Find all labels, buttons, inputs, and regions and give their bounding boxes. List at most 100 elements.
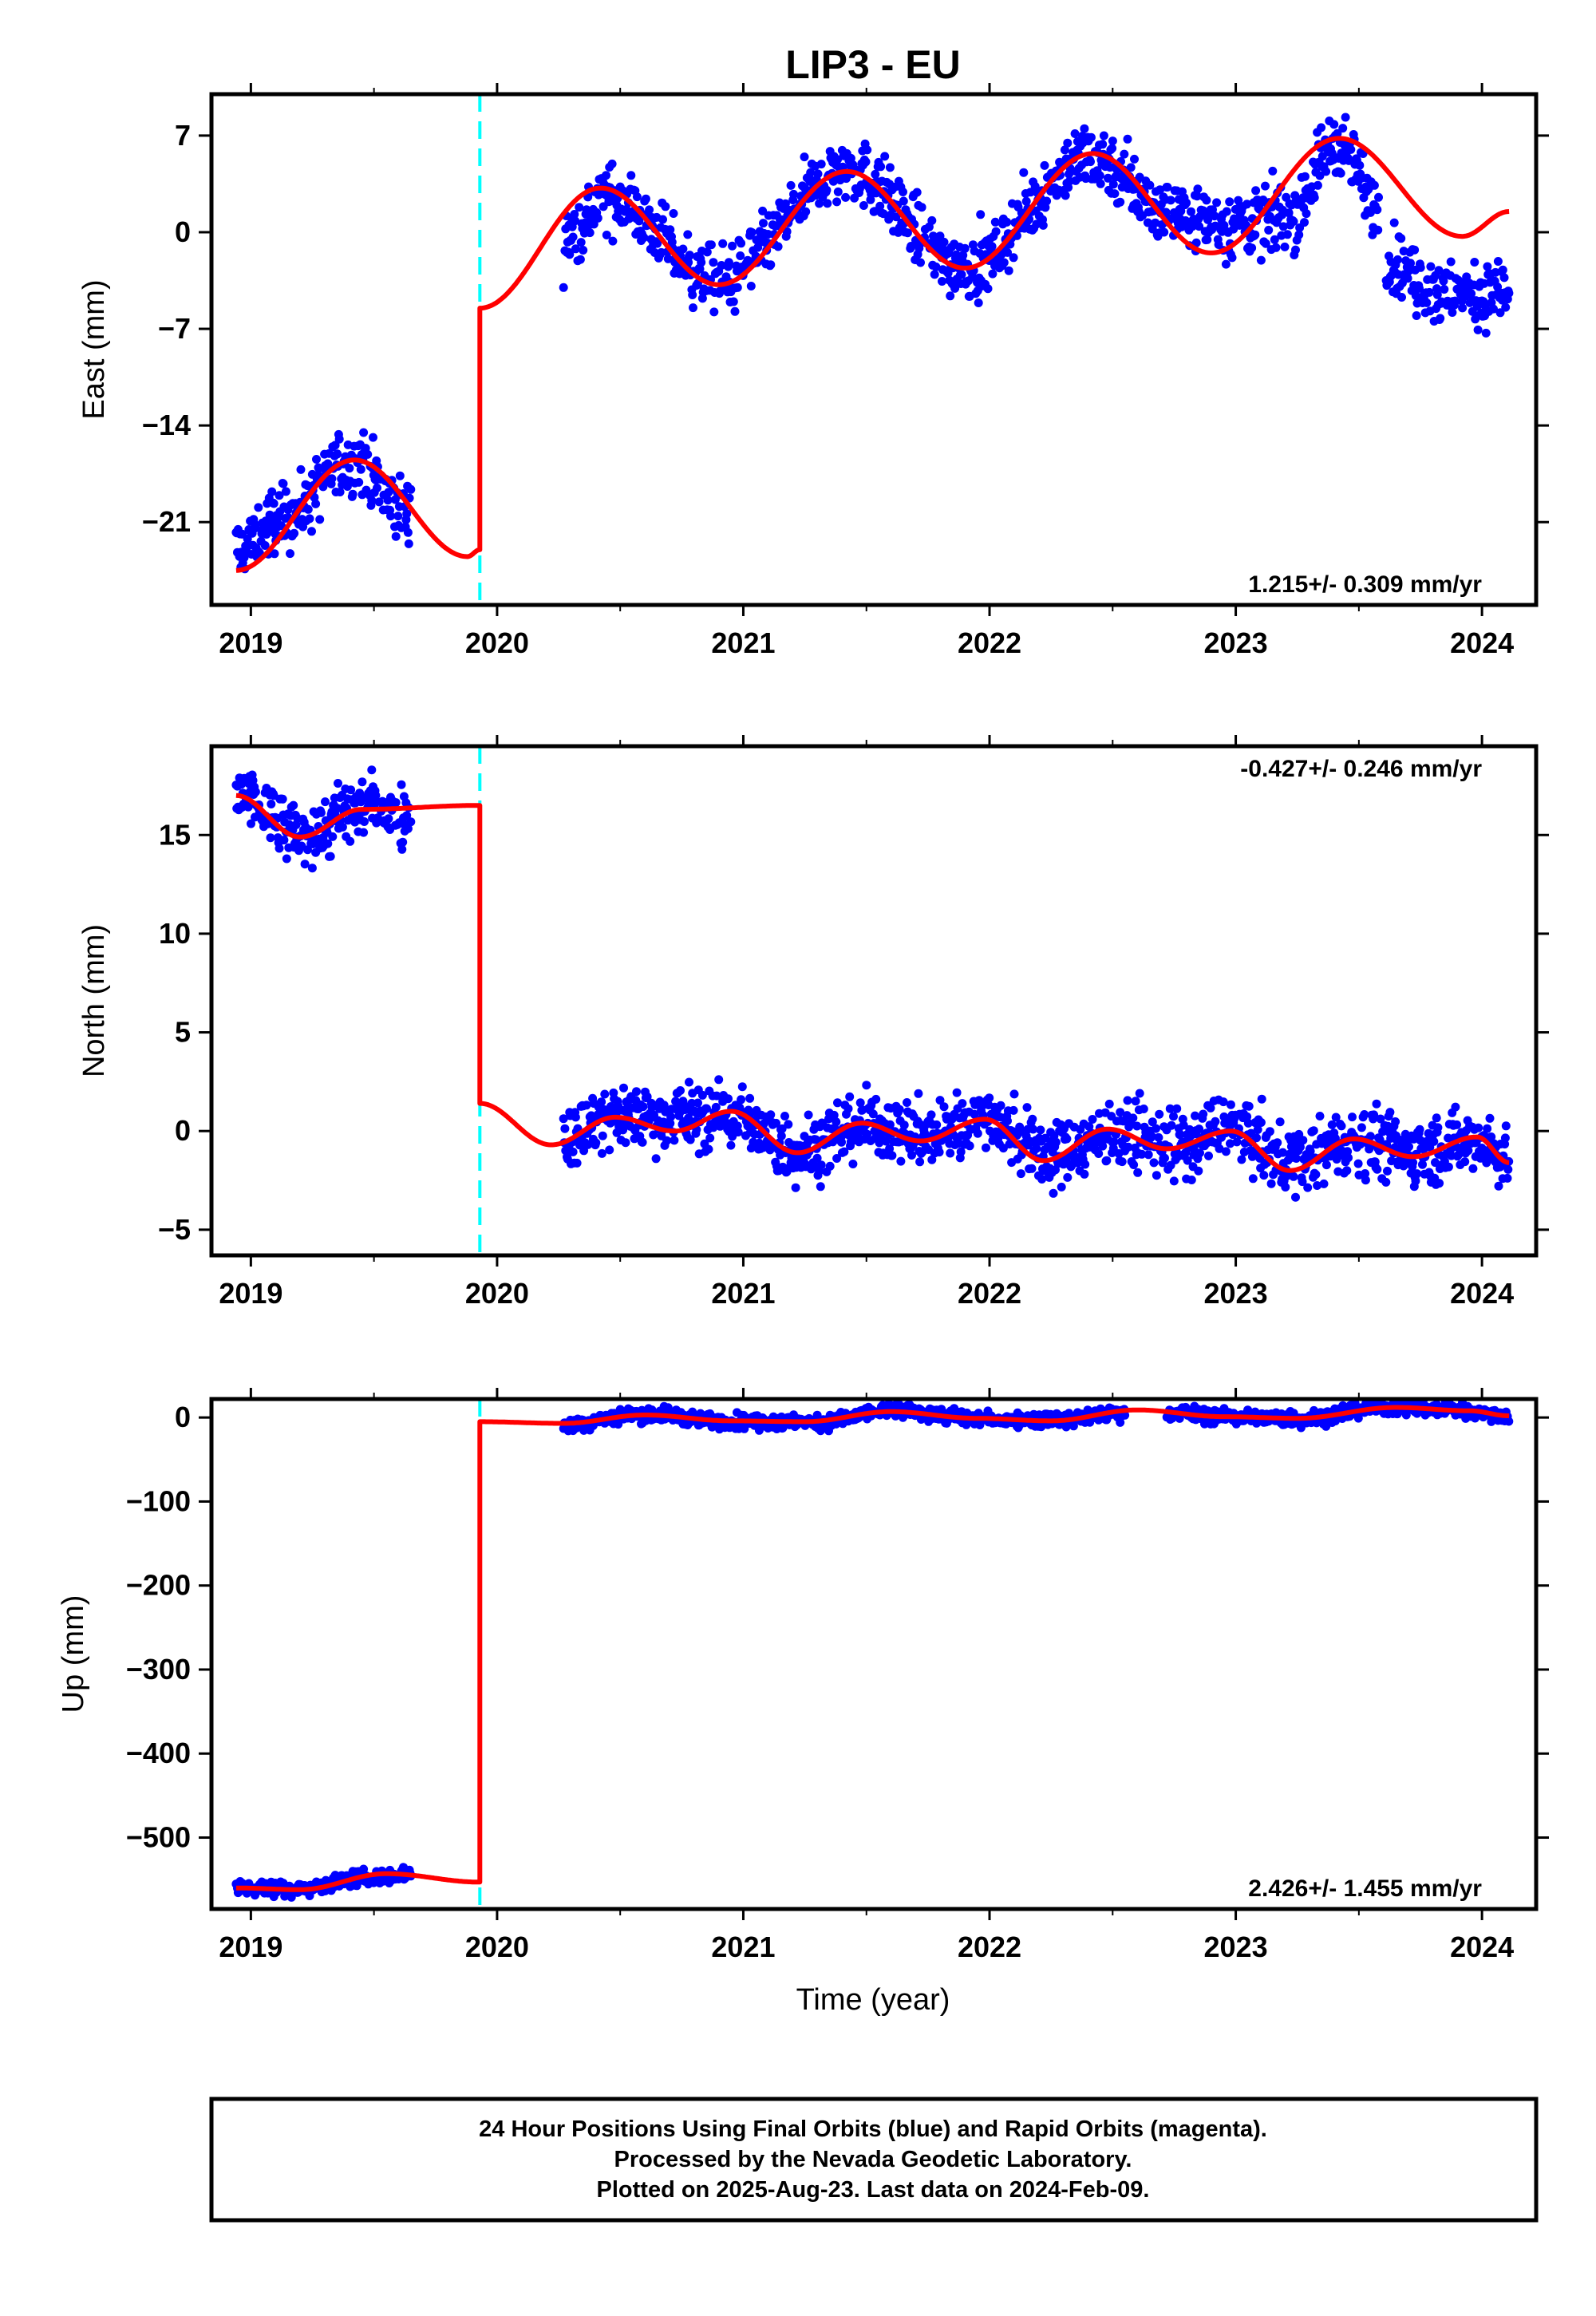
east-data-point [1346,144,1356,154]
up-plot-area [231,1399,1514,1909]
east-data-point [1166,196,1175,205]
north-data-point [1029,1124,1038,1134]
east-data-point [1108,180,1118,189]
north-data-point [837,1137,846,1147]
east-data-point [1120,149,1129,159]
north-data-point [871,1094,881,1104]
east-data-point [786,180,796,190]
north-data-point [583,1140,593,1149]
east-data-point [1108,136,1117,146]
east-data-point [695,264,705,274]
east-data-point [999,258,1009,267]
north-data-point [1139,1105,1148,1113]
north-data-point [316,808,326,817]
north-data-point [582,1101,591,1110]
north-data-point [1303,1183,1313,1192]
east-data-point [354,477,364,487]
east-data-point [1080,124,1089,133]
north-data-point [1432,1113,1441,1123]
up-data-point [1116,1417,1125,1427]
east-data-point [608,236,618,246]
north-data-point [1503,1173,1512,1183]
north-data-point [812,1153,822,1163]
east-data-point [1256,255,1266,265]
east-data-point [1278,222,1288,231]
north-data-point [780,1112,789,1120]
north-data-point [1408,1158,1418,1168]
north-data-point [397,780,406,789]
east-data-point [950,283,960,293]
north-data-point [985,1093,994,1103]
north-data-point [559,1114,568,1124]
north-data-point [1154,1132,1163,1142]
north-data-point [1295,1142,1305,1152]
east-data-point [356,464,365,474]
east-data-point [1040,160,1049,170]
north-data-point [1253,1125,1262,1134]
north-data-point [1179,1120,1188,1130]
east-data-point [270,549,279,559]
north-data-point [591,1138,601,1148]
north-data-point [965,1141,974,1151]
east-data-point [1195,222,1204,231]
north-data-point [1451,1102,1460,1112]
y-tick-label: −7 [158,312,191,345]
east-data-point [1199,206,1208,215]
east-data-point [281,487,290,496]
north-data-point [855,1098,865,1108]
north-data-point [384,814,393,824]
east-data-point [311,499,321,508]
north-data-point [777,1124,787,1133]
x-tick-label: 2022 [958,1931,1021,1963]
east-data-point [653,239,662,248]
east-data-point [393,512,403,521]
north-data-point [1361,1169,1370,1178]
east-data-point [718,239,728,248]
north-data-point [784,1120,793,1129]
north-data-point [1117,1157,1127,1167]
east-data-point [1426,262,1436,271]
east-data-point [1123,134,1132,144]
east-data-point [912,188,922,197]
north-data-point [1348,1113,1357,1122]
east-data-point [899,196,908,206]
east-data-point [1289,217,1298,226]
east-data-point [1271,243,1281,252]
east-data-point [946,291,955,301]
east-data-point [312,455,321,464]
north-data-point [1391,1117,1400,1126]
north-data-point [1306,1147,1315,1156]
north-data-point [1321,1160,1331,1170]
north-data-point [321,797,330,807]
north-data-point [251,787,260,796]
north-data-point [1132,1121,1142,1131]
y-tick-label: −300 [126,1653,191,1686]
east-data-point [1291,245,1300,255]
east-data-point [789,189,798,199]
east-data-point [1406,259,1415,268]
x-axis-label: Time (year) [796,1983,950,2017]
north-data-point [927,1155,937,1164]
north-data-point [1485,1113,1495,1123]
north-data-point [600,1089,610,1099]
east-data-point [1495,308,1505,318]
north-data-point [278,794,287,804]
north-data-point [1175,1130,1185,1139]
north-data-point [597,1148,606,1158]
x-tick-label: 2024 [1450,1931,1514,1963]
north-data-point [1009,1089,1019,1099]
x-tick-label: 2021 [711,626,775,659]
x-tick-label: 2022 [958,1277,1021,1310]
north-data-point [1016,1126,1025,1136]
north-data-point [1123,1096,1132,1105]
y-tick-label: −5 [158,1213,191,1246]
east-data-point [1002,217,1012,227]
east-data-point [1270,235,1279,244]
north-data-point [1309,1126,1318,1136]
east-data-point [373,483,381,492]
north-data-point [1331,1113,1341,1122]
east-data-point [239,553,249,563]
east-data-point [724,258,733,267]
north-data-point [1327,1120,1337,1129]
east-data-point [1202,196,1211,205]
